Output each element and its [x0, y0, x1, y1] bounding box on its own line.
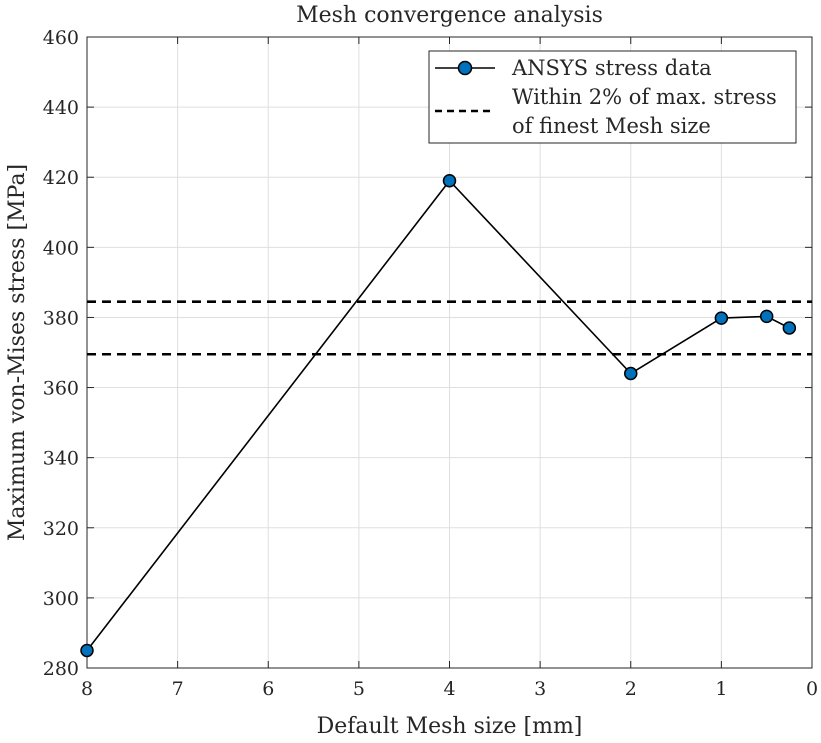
ansys-data-point — [80, 643, 94, 658]
data-series — [80, 173, 812, 658]
x-tick-label: 4 — [443, 678, 455, 700]
y-tick-label: 320 — [43, 518, 79, 540]
y-tick-label: 340 — [43, 448, 79, 470]
x-tick-label: 5 — [353, 678, 365, 700]
legend-box — [428, 50, 797, 144]
axis-ticks: 8 7 6 5 4 3 2 1 0 280 300 320 340 360 380 400 420 440 460 — [43, 27, 818, 700]
x-tick-label: 8 — [81, 678, 93, 700]
y-tick-label: 380 — [43, 307, 79, 329]
legend-label-dashed-line2: of finest Mesh size — [512, 114, 711, 138]
ansys-data-point — [714, 311, 729, 325]
x-tick-label: 2 — [625, 678, 637, 700]
x-tick-label: 3 — [534, 678, 546, 700]
ansys-data-point — [782, 321, 797, 335]
x-tick-label: 6 — [262, 678, 274, 700]
y-tick-label: 440 — [43, 97, 79, 119]
ansys-data-point — [442, 173, 457, 188]
y-tick-label: 400 — [43, 237, 79, 259]
y-axis-label: Maximum von-Mises stress [MPa] — [5, 164, 30, 541]
legend-label-ansys: ANSYS stress data — [511, 56, 712, 80]
ansys-data-point — [624, 366, 638, 381]
chart-title: Mesh convergence analysis — [296, 3, 603, 28]
ansys-data-point — [759, 309, 774, 324]
x-axis-label: Default Mesh size [mm] — [317, 714, 583, 739]
legend: ANSYS stress data Within 2% of max. stre… — [428, 50, 797, 144]
legend-marker-ansys — [457, 60, 473, 76]
x-tick-label: 0 — [806, 678, 818, 700]
y-tick-label: 300 — [43, 588, 79, 610]
x-tick-label: 7 — [172, 678, 184, 700]
y-tick-label: 280 — [43, 658, 79, 680]
y-tick-label: 360 — [43, 378, 79, 400]
ansys-series-line — [86, 179, 790, 651]
y-tick-label: 460 — [43, 27, 79, 49]
legend-label-dashed-line1: Within 2% of max. stress — [512, 85, 777, 109]
x-tick-label: 1 — [715, 678, 727, 700]
y-tick-label: 420 — [43, 167, 79, 189]
